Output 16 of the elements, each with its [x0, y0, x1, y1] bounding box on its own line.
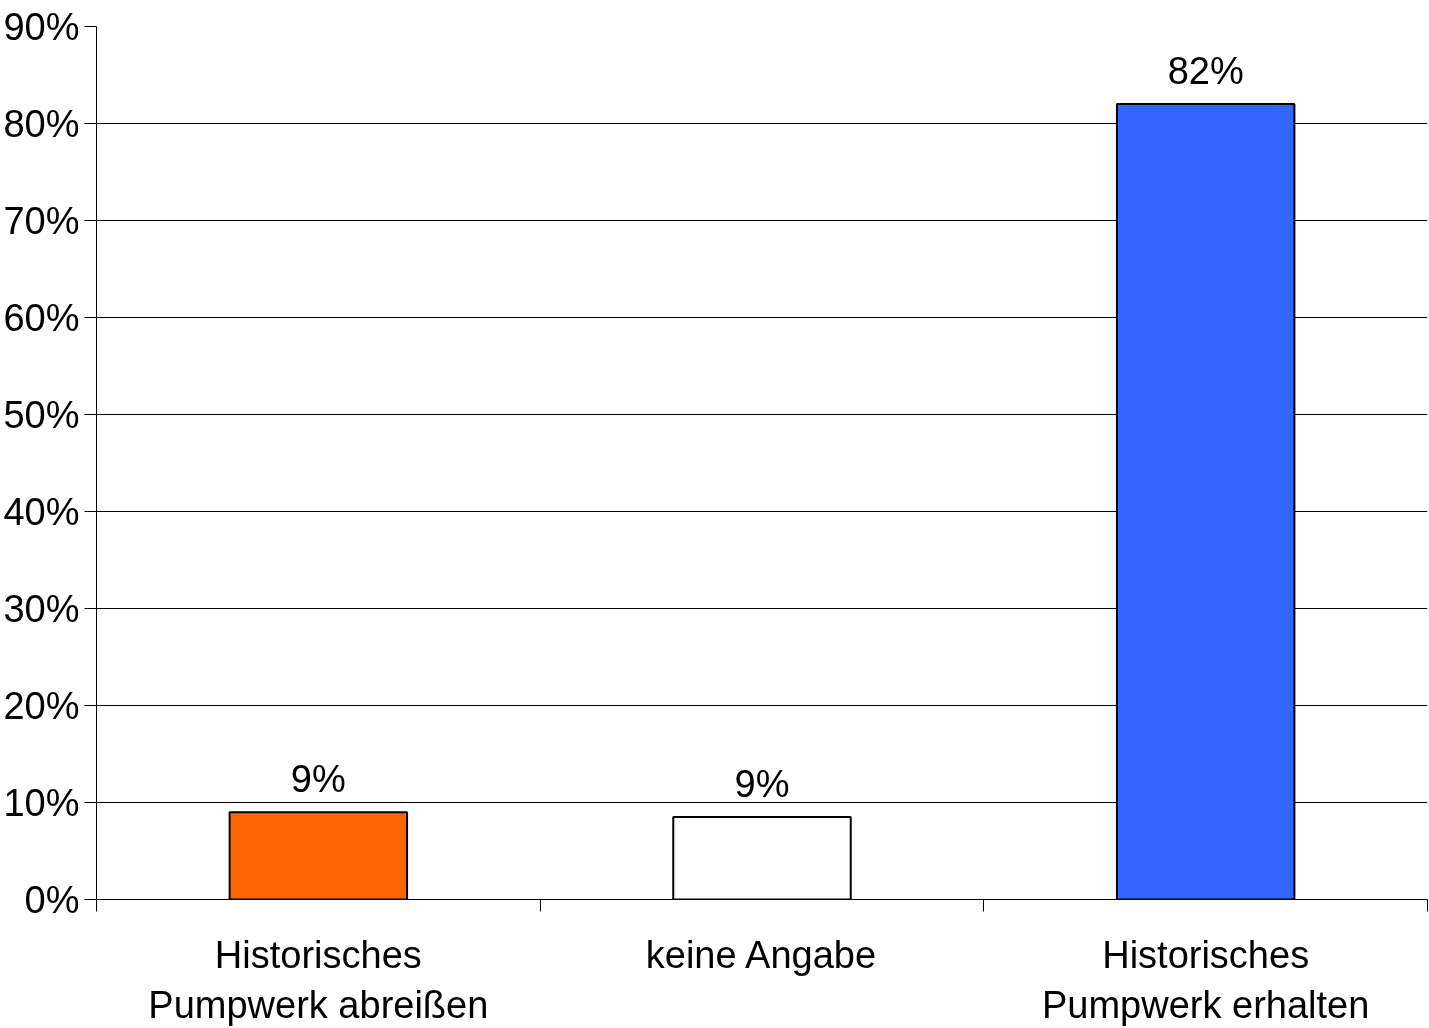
x-tick-label: Historisches Pumpwerk erhalten — [1041, 933, 1370, 1026]
y-tick-label: 70% — [3, 199, 80, 242]
data-label: 82% — [1167, 50, 1244, 93]
y-tick-label: 10% — [3, 781, 80, 824]
y-tick-label: 30% — [3, 587, 80, 630]
y-tick-label: 90% — [3, 5, 80, 48]
x-tick-label: keine Angabe — [645, 933, 877, 976]
y-tick-label: 0% — [24, 878, 80, 921]
y-tick-label: 40% — [3, 490, 80, 533]
data-label: 9% — [734, 763, 790, 806]
data-label: 9% — [290, 758, 346, 801]
y-tick-label: 20% — [3, 684, 80, 727]
x-tick-label: Historisches Pumpwerk abreißen — [148, 933, 489, 1026]
y-tick-label: 60% — [3, 296, 80, 339]
y-tick-label: 50% — [3, 393, 80, 436]
y-tick-label: 80% — [3, 102, 80, 145]
